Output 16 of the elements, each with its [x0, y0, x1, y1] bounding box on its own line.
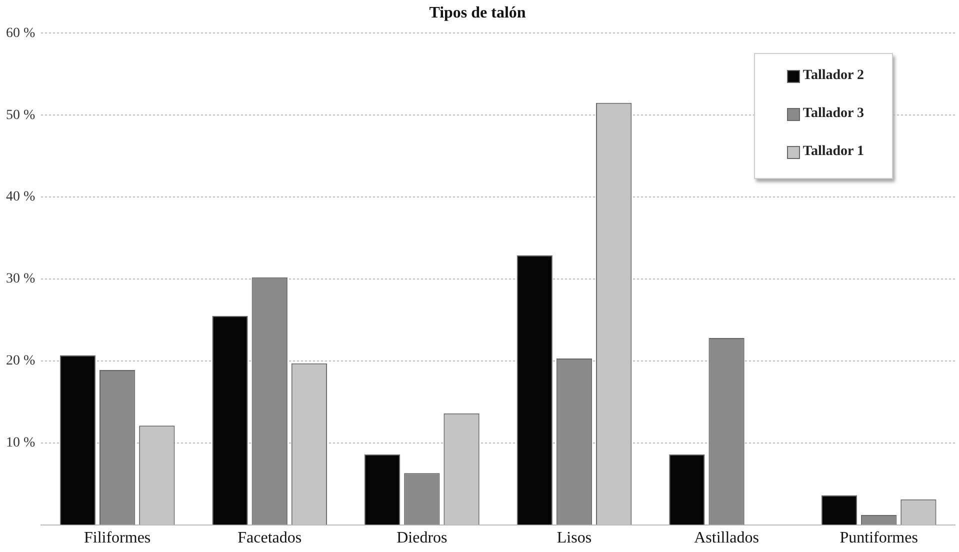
y-tick-label: 10 %: [6, 436, 36, 451]
legend-label: Tallador 1: [802, 144, 864, 160]
legend-label: Tallador 2: [802, 68, 864, 84]
x-tick-label: Puntiformes: [840, 530, 918, 547]
y-tick-label: 50 %: [6, 108, 36, 123]
y-tick-label: 20 %: [6, 354, 36, 369]
y-tick-label: 30 %: [6, 272, 36, 287]
legend-label: Tallador 3: [802, 106, 864, 122]
x-tick-label: Astillados: [694, 530, 759, 547]
chart-title: Tipos de talón: [429, 4, 526, 22]
y-tick-label: 40 %: [6, 190, 36, 205]
x-tick-label: Diedros: [396, 530, 448, 547]
y-tick-label: 60 %: [6, 26, 36, 41]
x-tick-label: Filiformes: [84, 530, 151, 547]
x-tick-label: Facetados: [238, 530, 302, 547]
x-tick-label: Lisos: [556, 530, 592, 547]
